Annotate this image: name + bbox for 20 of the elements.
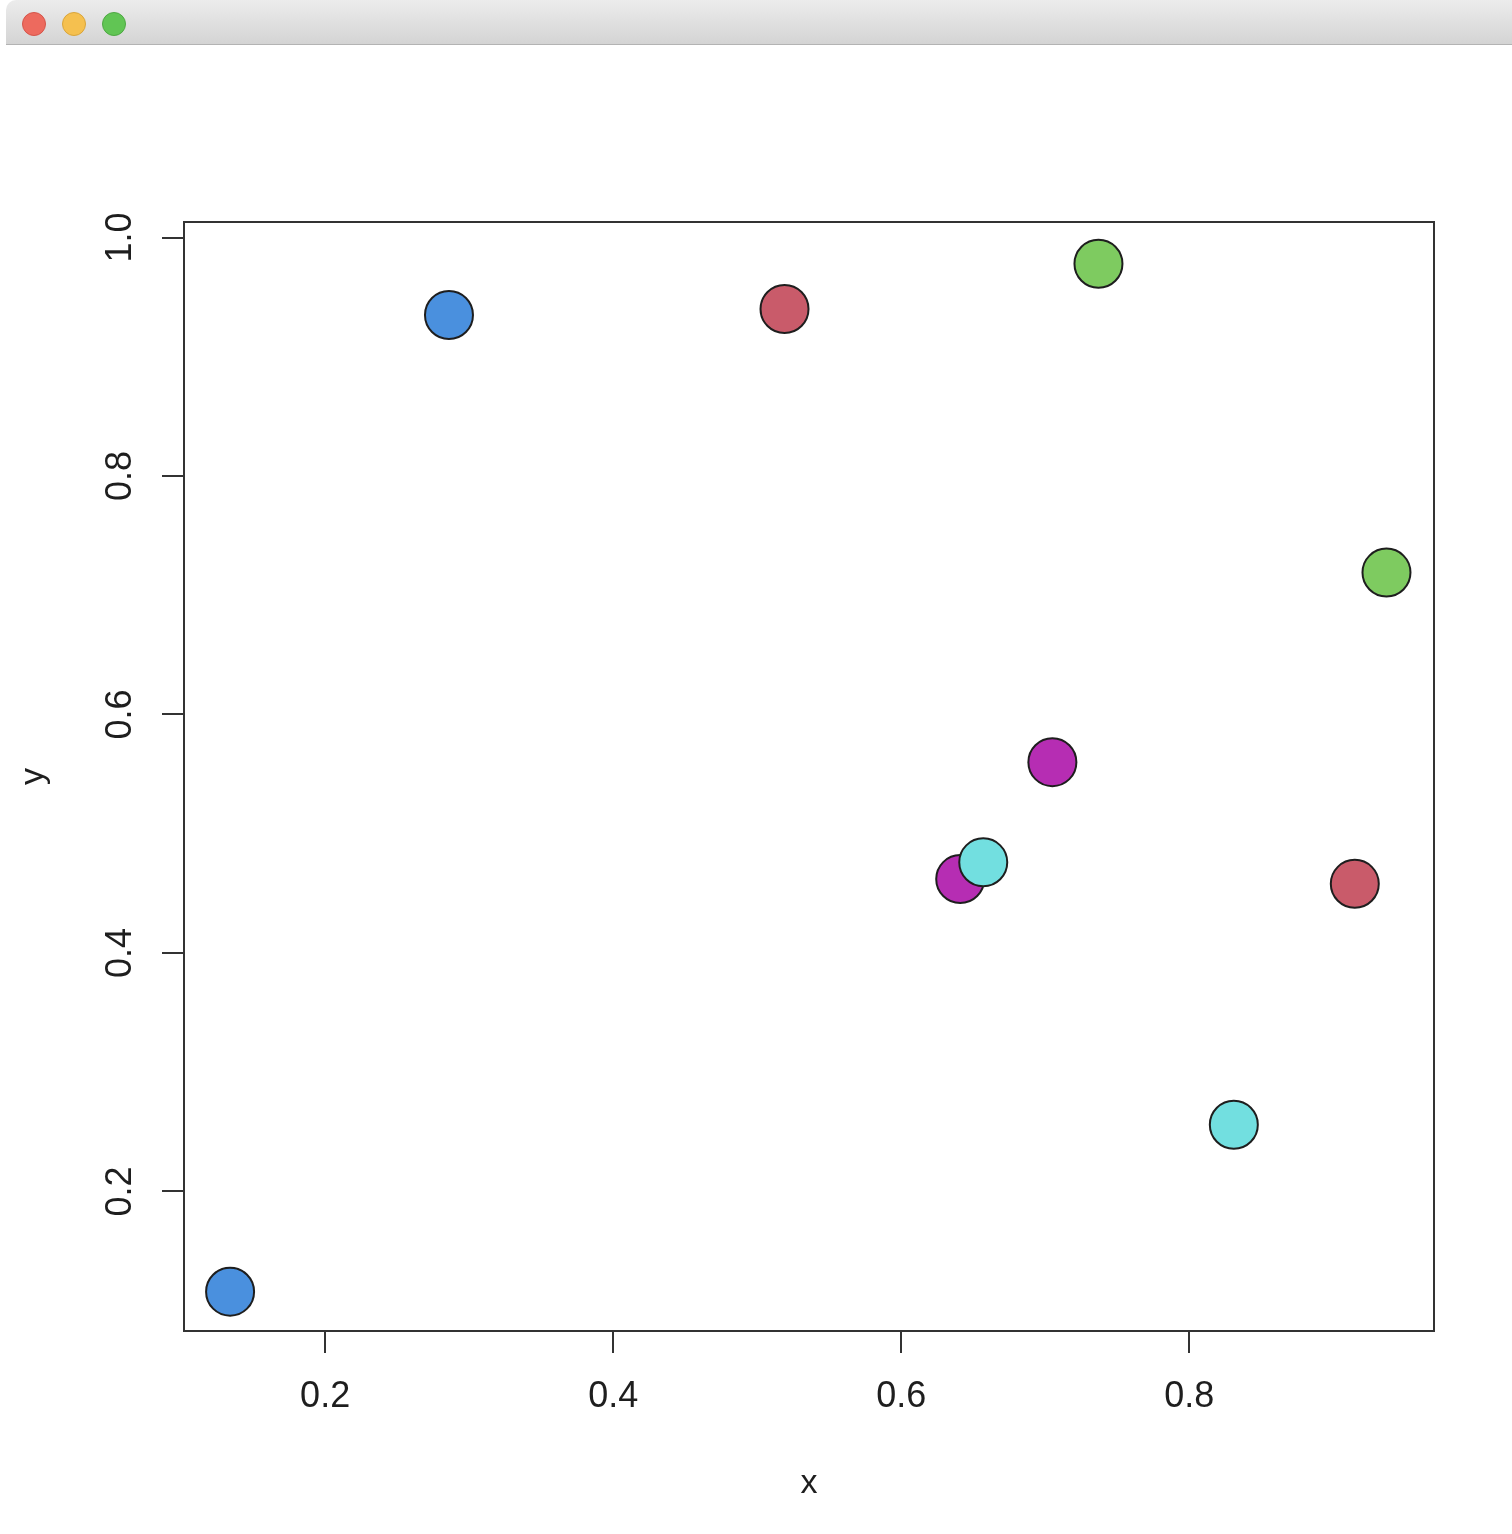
y-tick-label: 0.2 [97,1166,139,1217]
x-tick-label: 0.2 [300,1373,351,1415]
point [1208,1099,1259,1150]
point [1027,737,1078,788]
point [205,1266,256,1317]
y-axis-title: y [11,768,50,785]
y-tick-label: 0.4 [97,927,139,979]
point [1329,858,1380,909]
x-tick-label: 0.4 [588,1373,639,1415]
point [1361,547,1412,598]
x-axis-title: x [800,1461,818,1500]
point [759,284,810,335]
y-tick-label: 1.0 [97,212,139,263]
point [1073,238,1124,289]
x-tick-label: 0.6 [876,1373,927,1415]
y-tick-label: 0.6 [97,689,139,740]
x-tick-label: 0.8 [1164,1373,1215,1415]
point [423,290,474,341]
y-tick-label: 0.8 [97,450,139,502]
point [958,837,1009,888]
